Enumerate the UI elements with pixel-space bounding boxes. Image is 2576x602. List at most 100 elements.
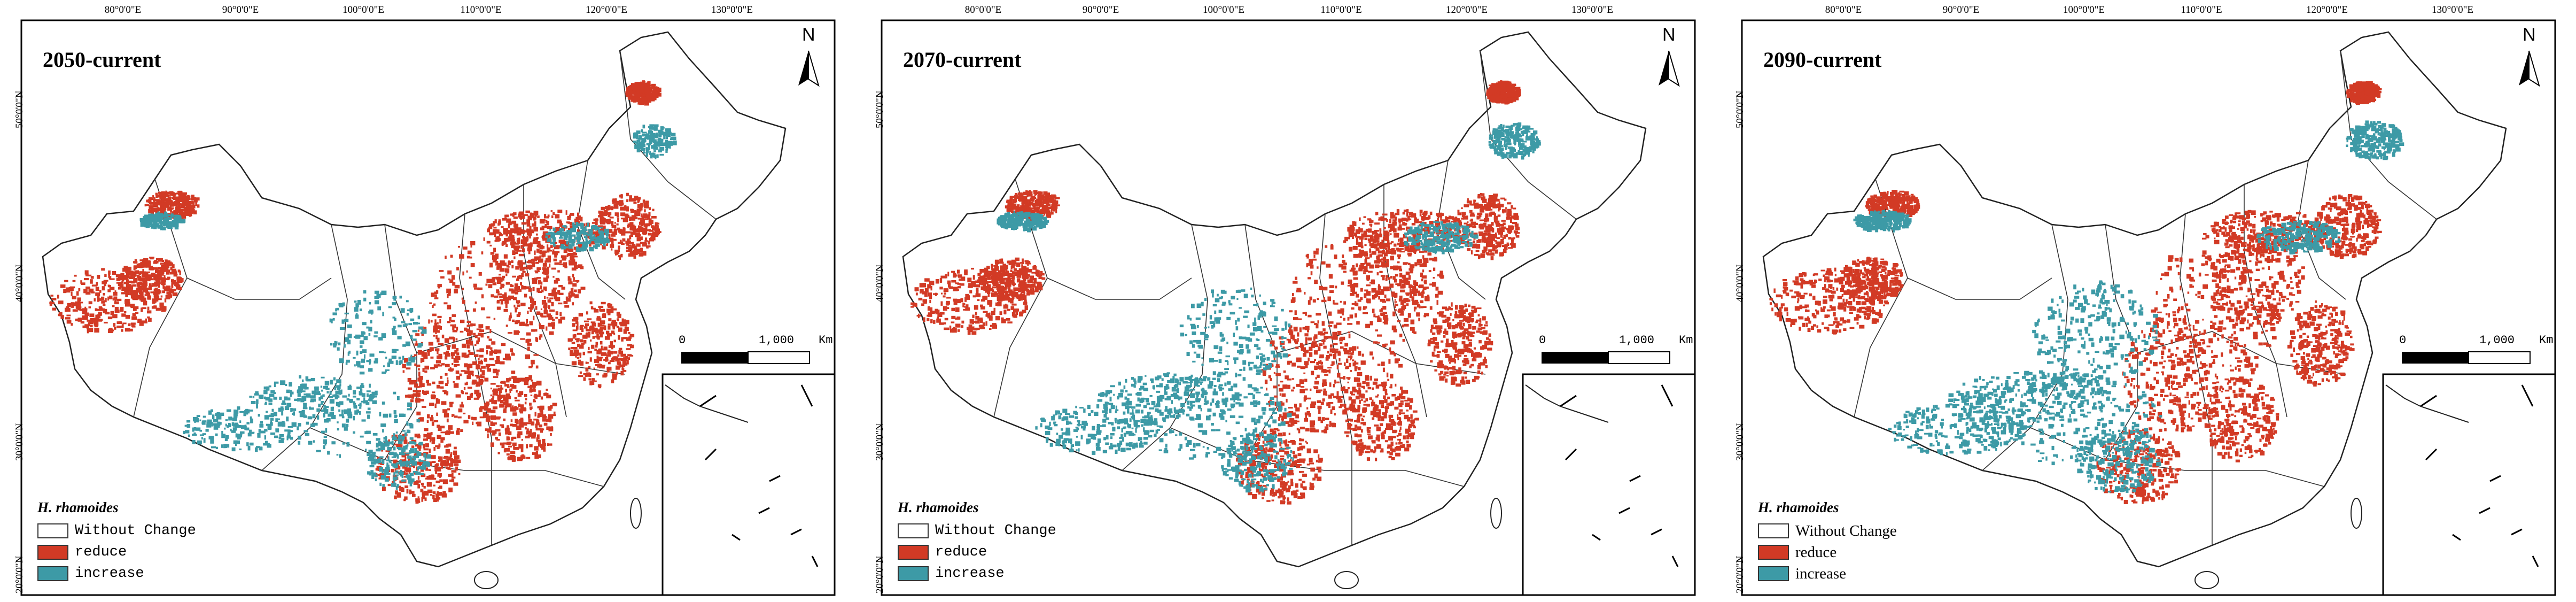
scale-unit: Km xyxy=(2539,334,2554,347)
north-label: N xyxy=(802,25,815,45)
lon-tick: 110°0'0"E xyxy=(460,4,502,16)
legend-item-reduce: reduce xyxy=(1758,542,1897,563)
map-panel-2070: 2070-current 80°0'0"E 90°0'0"E 100°0'0"E… xyxy=(871,0,1706,602)
north-arrow-icon xyxy=(1659,50,1680,87)
lat-tick: 30°0'0"N xyxy=(874,423,885,461)
panel-title: 2050-current xyxy=(43,48,161,72)
lon-tick: 130°0'0"E xyxy=(2432,4,2473,16)
scale-distance: 1,000 xyxy=(759,334,795,347)
legend-label: increase xyxy=(75,566,144,582)
scale-distance: 1,000 xyxy=(1619,334,1655,347)
inset-islands xyxy=(1525,384,1679,567)
lon-tick: 120°0'0"E xyxy=(586,4,627,16)
legend-title: H. rhamoides xyxy=(898,499,979,515)
lon-tick: 100°0'0"E xyxy=(1203,4,1244,16)
legend-item-increase: increase xyxy=(1758,563,1897,584)
north-label: N xyxy=(2523,25,2536,45)
legend-label: reduce xyxy=(1795,543,1837,561)
lat-tick: 40°0'0"N xyxy=(874,264,885,303)
lat-tick: 50°0'0"N xyxy=(874,90,885,129)
legend-label: reduce xyxy=(75,544,127,560)
lon-tick: 80°0'0"E xyxy=(1825,4,1862,16)
scale-bar xyxy=(1542,351,1670,364)
map-canvas xyxy=(20,19,836,596)
lat-tick: 40°0'0"N xyxy=(1734,264,1746,303)
china-outline xyxy=(42,31,787,589)
legend-item-reduce: reduce xyxy=(898,542,1056,563)
increase-areas xyxy=(1853,120,2404,493)
scale-bar xyxy=(681,351,810,364)
lat-tick: 30°0'0"N xyxy=(14,423,25,461)
scale-zero: 0 xyxy=(2399,334,2407,347)
legend-label: Without Change xyxy=(1795,522,1897,539)
legend: H. rhamoides Without Change reduce incre… xyxy=(898,499,1056,584)
legend: H. rhamoides Without Change reduce incre… xyxy=(1758,499,1897,584)
lon-tick: 130°0'0"E xyxy=(711,4,753,16)
lon-tick: 120°0'0"E xyxy=(1446,4,1488,16)
lat-tick: 50°0'0"N xyxy=(14,90,25,129)
south-china-sea-inset xyxy=(661,373,836,596)
lon-tick: 110°0'0"E xyxy=(2181,4,2222,16)
map-panel-2090: 2090-current 80°0'0"E 90°0'0"E 100°0'0"E… xyxy=(1731,0,2566,602)
north-label: N xyxy=(1662,25,1676,45)
lat-tick: 50°0'0"N xyxy=(1734,90,1746,129)
map-canvas xyxy=(881,19,1696,596)
inset-islands xyxy=(665,384,819,567)
legend-item-reduce: reduce xyxy=(37,542,196,563)
legend-title: H. rhamoides xyxy=(37,499,119,515)
swatch-white xyxy=(898,523,929,538)
legend-label: Without Change xyxy=(935,523,1056,539)
north-arrow-icon xyxy=(798,50,820,87)
increase-areas xyxy=(139,124,677,490)
lon-tick: 90°0'0"E xyxy=(222,4,259,16)
swatch-white xyxy=(1758,523,1789,538)
scale-bar xyxy=(2402,351,2531,364)
lat-tick: 20°0'0"N xyxy=(14,555,25,594)
legend-title: H. rhamoides xyxy=(1758,499,1839,515)
legend-label: increase xyxy=(935,566,1005,582)
lon-tick: 130°0'0"E xyxy=(1571,4,1613,16)
panel-title: 2070-current xyxy=(903,48,1022,72)
lon-tick: 110°0'0"E xyxy=(1320,4,1362,16)
south-china-sea-inset xyxy=(2382,373,2556,596)
lon-tick: 90°0'0"E xyxy=(1082,4,1119,16)
reduce-areas xyxy=(49,80,661,504)
swatch-red xyxy=(898,545,929,560)
lat-tick: 30°0'0"N xyxy=(1734,423,1746,461)
legend-item-without-change: Without Change xyxy=(1758,520,1897,542)
lon-tick: 90°0'0"E xyxy=(1942,4,1980,16)
scale-distance: 1,000 xyxy=(2479,334,2515,347)
legend-item-increase: increase xyxy=(898,563,1056,584)
swatch-red xyxy=(37,545,68,560)
north-arrow-icon xyxy=(2519,50,2540,87)
scale-zero: 0 xyxy=(679,334,686,347)
lon-tick: 100°0'0"E xyxy=(343,4,384,16)
legend-label: Without Change xyxy=(75,523,196,539)
lon-tick: 80°0'0"E xyxy=(104,4,142,16)
swatch-white xyxy=(37,523,68,538)
inset-islands xyxy=(2385,384,2539,567)
scale-unit: Km xyxy=(819,334,833,347)
lon-tick: 80°0'0"E xyxy=(964,4,1002,16)
swatch-teal xyxy=(898,566,929,581)
lon-tick: 120°0'0"E xyxy=(2306,4,2348,16)
increase-areas xyxy=(997,122,1541,493)
legend-item-without-change: Without Change xyxy=(898,520,1056,542)
legend: H. rhamoides Without Change reduce incre… xyxy=(37,499,196,584)
map-canvas xyxy=(1741,19,2556,596)
legend-item-without-change: Without Change xyxy=(37,520,196,542)
legend-label: reduce xyxy=(935,544,987,560)
legend-label: increase xyxy=(1795,565,1846,582)
swatch-teal xyxy=(1758,566,1789,581)
map-panel-2050: 2050-current 80°0'0"E 90°0'0"E 100°0'0"E… xyxy=(11,0,845,602)
scale-unit: Km xyxy=(1679,334,1693,347)
lat-tick: 40°0'0"N xyxy=(14,264,25,303)
panel-title: 2090-current xyxy=(1763,48,1882,72)
swatch-teal xyxy=(37,566,68,581)
scale-zero: 0 xyxy=(1539,334,1546,347)
lat-tick: 20°0'0"N xyxy=(874,555,885,594)
legend-item-increase: increase xyxy=(37,563,196,584)
south-china-sea-inset xyxy=(1522,373,1696,596)
lat-tick: 20°0'0"N xyxy=(1734,555,1746,594)
lon-tick: 100°0'0"E xyxy=(2063,4,2105,16)
